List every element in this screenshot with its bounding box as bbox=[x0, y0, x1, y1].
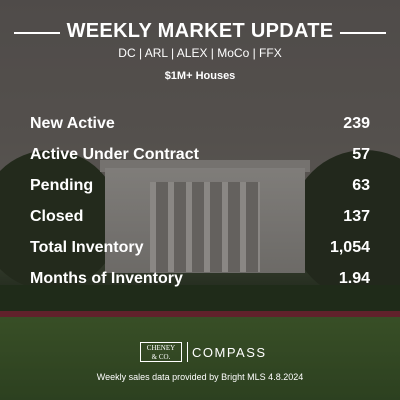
stat-row: New Active 239 bbox=[30, 115, 370, 137]
background-flowers bbox=[0, 311, 400, 317]
title-rule bbox=[14, 32, 60, 34]
stat-label: New Active bbox=[30, 115, 115, 132]
stat-row: Total Inventory 1,054 bbox=[30, 239, 370, 261]
stat-value: 1.94 bbox=[338, 270, 370, 287]
stat-row: Closed 137 bbox=[30, 208, 370, 230]
logo-line: CHENEY bbox=[146, 344, 176, 352]
background-trees bbox=[0, 150, 120, 290]
cheney-logo: CHENEY & CO. bbox=[140, 342, 182, 362]
stat-row: Months of Inventory 1.94 bbox=[30, 270, 370, 292]
stat-value: 57 bbox=[352, 146, 370, 163]
stat-value: 1,054 bbox=[329, 239, 370, 256]
background-trees bbox=[290, 150, 400, 300]
stat-label: Active Under Contract bbox=[30, 146, 199, 163]
background-hedge bbox=[0, 285, 400, 313]
segment: $1M+ Houses bbox=[164, 70, 236, 82]
logo-line: & CO. bbox=[151, 353, 171, 361]
stat-row: Active Under Contract 57 bbox=[30, 146, 370, 168]
stat-label: Months of Inventory bbox=[30, 270, 183, 287]
logo-separator bbox=[187, 342, 188, 362]
stat-value: 239 bbox=[343, 115, 370, 132]
stat-label: Closed bbox=[30, 208, 84, 225]
stat-row: Pending 63 bbox=[30, 177, 370, 199]
background-portico bbox=[150, 182, 260, 272]
stat-value: 63 bbox=[352, 177, 370, 194]
compass-logo: COMPASS bbox=[192, 345, 267, 360]
source-note: Weekly sales data provided by Bright MLS… bbox=[96, 372, 304, 382]
subtitle: DC | ARL | ALEX | MoCo | FFX bbox=[118, 46, 282, 60]
stat-value: 137 bbox=[343, 208, 370, 225]
stat-label: Pending bbox=[30, 177, 94, 194]
stat-label: Total Inventory bbox=[30, 239, 144, 256]
title: WEEKLY MARKET UPDATE bbox=[66, 20, 334, 42]
title-rule bbox=[340, 32, 386, 34]
background-lawn bbox=[0, 317, 400, 400]
